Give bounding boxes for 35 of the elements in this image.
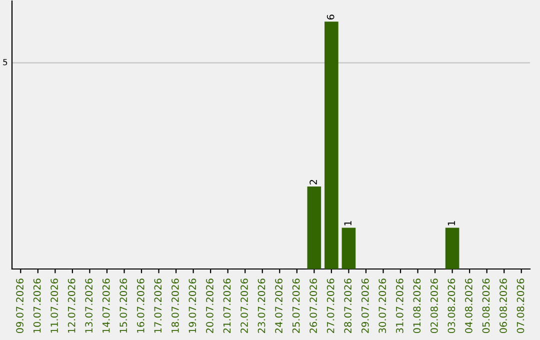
data-label: 1 bbox=[448, 221, 455, 226]
x-tick-label: 15.07.2026 bbox=[120, 278, 128, 333]
x-tick-label: 14.07.2026 bbox=[102, 278, 110, 333]
x-tick-label: 19.07.2026 bbox=[188, 278, 196, 333]
x-tick-label: 20.07.2026 bbox=[206, 278, 214, 333]
data-label: 2 bbox=[310, 180, 317, 184]
x-tick-label: 11.07.2026 bbox=[50, 278, 58, 333]
x-tick-label: 02.08.2026 bbox=[430, 278, 438, 334]
x-tick-label: 24.07.2026 bbox=[275, 278, 282, 333]
data-label: 1 bbox=[344, 221, 352, 226]
ref-line-label: 5 bbox=[3, 59, 8, 66]
x-tick-label: 05.08.2026 bbox=[482, 278, 490, 334]
x-tick-label: 21.07.2026 bbox=[223, 278, 231, 333]
x-tick-label: 09.07.2026 bbox=[16, 278, 24, 334]
data-label: 6 bbox=[326, 14, 334, 20]
x-tick-label: 30.07.2026 bbox=[378, 278, 386, 333]
x-tick-label: 28.07.2026 bbox=[344, 278, 352, 333]
x-tick-label: 04.08.2026 bbox=[465, 278, 472, 334]
x-tick-label: 22.07.2026 bbox=[240, 278, 248, 333]
x-tick-label: 12.07.2026 bbox=[68, 278, 76, 333]
x-tick-label: 18.07.2026 bbox=[172, 278, 179, 333]
x-tick-label: 29.07.2026 bbox=[361, 278, 369, 333]
x-tick-label: 10.07.2026 bbox=[33, 278, 41, 333]
x-tick-label: 03.08.2026 bbox=[448, 278, 456, 334]
x-tick-label: 17.07.2026 bbox=[154, 278, 162, 333]
x-tick-label: 25.07.2026 bbox=[292, 278, 300, 333]
x-tick-label: 16.07.2026 bbox=[136, 278, 144, 333]
x-tick-label: 06.08.2026 bbox=[500, 278, 507, 334]
x-tick-label: 31.07.2026 bbox=[396, 278, 404, 333]
x-tick-label: 01.08.2026 bbox=[413, 278, 421, 334]
x-tick-label: 26.07.2026 bbox=[310, 278, 317, 333]
x-tick-label: 27.07.2026 bbox=[326, 278, 334, 333]
x-tick-label: 13.07.2026 bbox=[85, 278, 93, 333]
x-tick-label: 23.07.2026 bbox=[258, 278, 266, 333]
x-tick-label: 07.08.2026 bbox=[516, 278, 524, 334]
